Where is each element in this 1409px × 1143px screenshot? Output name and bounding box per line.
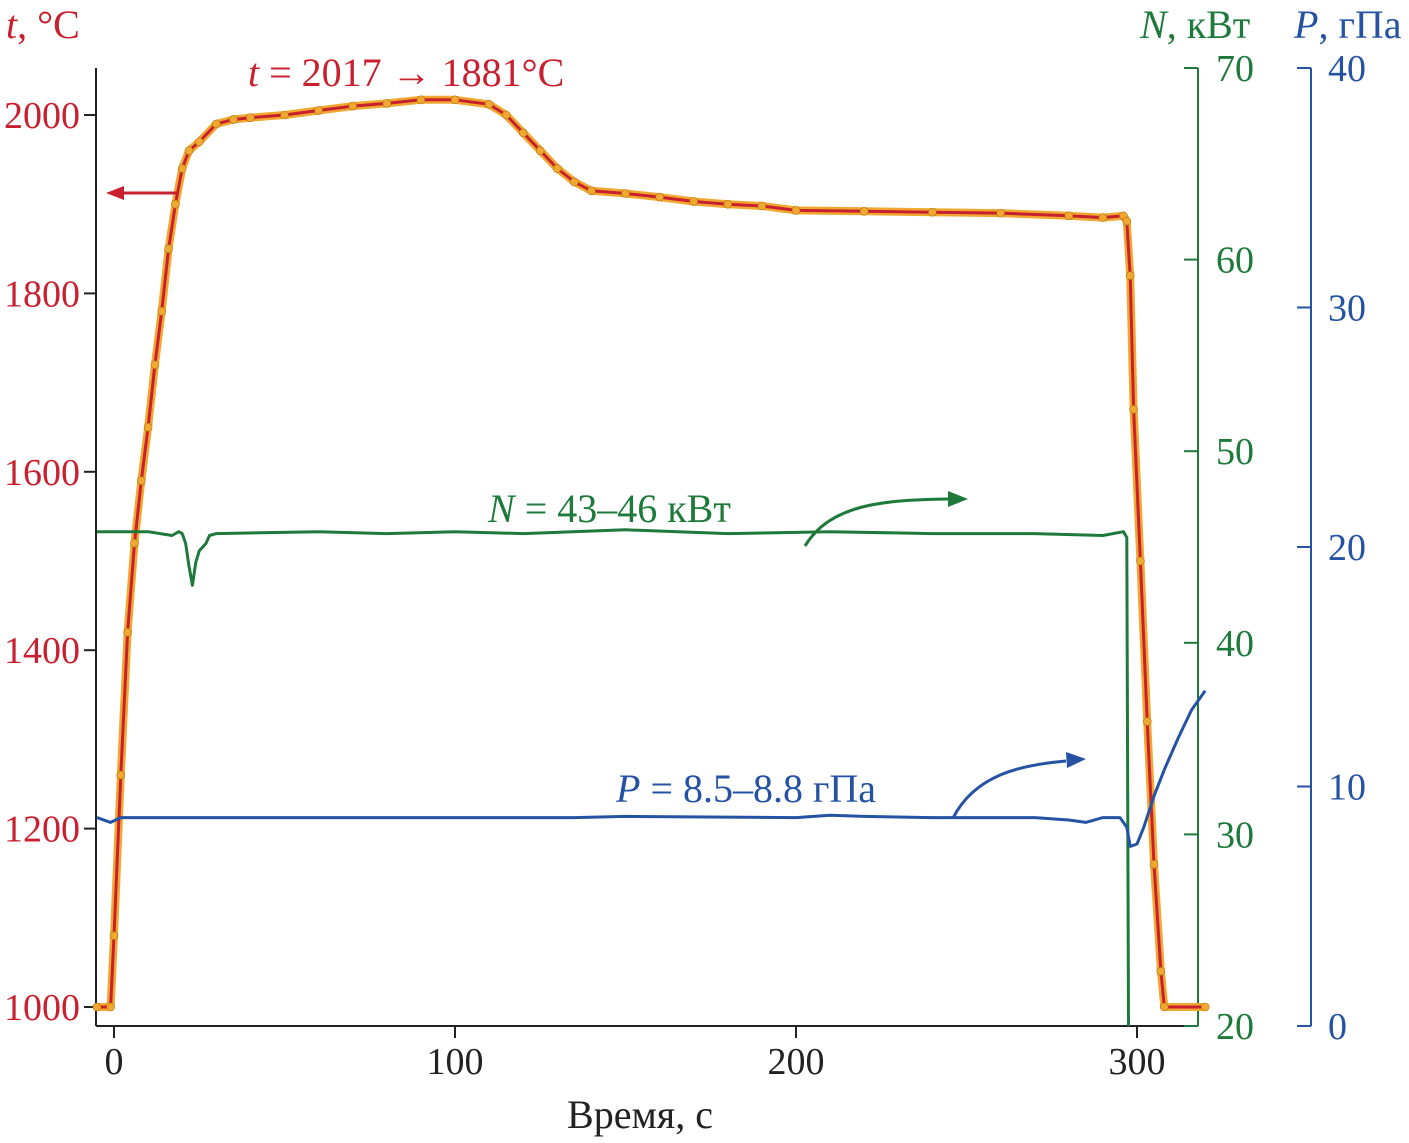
temperature-tick-label: 1200	[4, 809, 80, 851]
temperature-tick-label: 2000	[4, 95, 80, 137]
temperature-point	[382, 99, 392, 108]
temperature-point	[791, 206, 801, 215]
power-arrow	[803, 491, 968, 547]
N-series-line	[97, 528, 1130, 1027]
pressure-axis: P, гПа	[1293, 2, 1402, 1026]
power-axis: N, кВт	[1139, 2, 1250, 1026]
temperature-point	[1122, 216, 1132, 226]
temperature-point	[416, 95, 426, 105]
temperature-point	[1156, 967, 1166, 976]
temperature-point	[552, 164, 562, 173]
temperature-annotation: t = 2017 → 1881°C	[248, 50, 564, 95]
temperature-point	[246, 113, 255, 122]
temperature-point	[1149, 859, 1159, 869]
pressure-arrow	[951, 752, 1086, 819]
temperature-tick-label: 1600	[4, 452, 80, 494]
time-tick-label: 200	[768, 1041, 825, 1083]
temperature-point	[130, 538, 139, 548]
temperature-point	[164, 244, 173, 254]
temperature-point	[123, 628, 132, 637]
annotations: t = 2017 → 1881°C N = 43–46 кВт P = 8.5–…	[106, 50, 1086, 819]
temperature-point	[518, 128, 528, 138]
t-series-line	[97, 98, 1206, 1009]
temperature-point	[194, 137, 204, 147]
temperature-point	[535, 146, 545, 155]
temperature-point	[177, 164, 187, 173]
temperature-tick-label: 1400	[4, 630, 80, 672]
temperature-point	[689, 197, 699, 206]
temperature-point	[212, 119, 221, 129]
temperature-point	[184, 146, 194, 155]
temperature-arrow	[106, 186, 178, 200]
temperature-point	[157, 306, 167, 316]
temperature-point	[501, 110, 511, 120]
temperature-point	[143, 422, 153, 432]
power-axis-title: N, кВт	[1139, 2, 1250, 47]
pressure-annotation: P = 8.5–8.8 гПа	[615, 766, 876, 811]
temperature-point	[859, 207, 869, 216]
temperature-point	[757, 201, 767, 211]
pressure-tick-label: 40	[1328, 48, 1366, 90]
power-tick-label: 30	[1216, 814, 1254, 856]
temperature-point	[1200, 1002, 1210, 1012]
pressure-axis-title: P, гПа	[1293, 2, 1402, 47]
temperature-point	[484, 99, 494, 109]
temperature-point	[348, 101, 358, 111]
time-tick-label: 100	[427, 1041, 484, 1083]
temperature-point	[229, 115, 238, 124]
power-tick-label: 60	[1216, 240, 1254, 282]
time-axis-title: Время, с	[567, 1092, 713, 1137]
temperature-point	[1142, 717, 1152, 726]
temperature-band	[97, 95, 1206, 1011]
temperature-axis-title: t, °C	[6, 2, 80, 47]
temperature-point	[136, 476, 146, 486]
temperature-tick-label: 1000	[4, 987, 80, 1029]
temperature-point	[280, 110, 289, 120]
P-series-line	[96, 689, 1207, 848]
temperature-axis: t, °C	[6, 2, 97, 1026]
temperature-point	[723, 199, 733, 209]
pressure-tick-label: 30	[1328, 288, 1366, 330]
temperature-point	[1125, 271, 1135, 280]
temperature-point	[109, 931, 119, 940]
time-tick-label: 0	[105, 1041, 124, 1083]
temperature-point	[570, 177, 579, 187]
power-tick-label: 20	[1216, 1006, 1254, 1048]
temperature-point	[92, 1002, 102, 1012]
power-tick-label: 40	[1216, 623, 1254, 665]
series-lines	[96, 95, 1207, 1027]
temperature-point	[1064, 211, 1074, 221]
pressure-tick-label: 10	[1328, 767, 1366, 809]
temperature-point	[450, 95, 460, 105]
time-tick-label: 300	[1109, 1041, 1166, 1083]
temperature-point	[116, 770, 126, 780]
power-tick-label: 70	[1216, 48, 1254, 90]
temperature-point	[106, 1002, 115, 1012]
temperature-point	[171, 199, 180, 209]
temperature-point	[928, 207, 937, 217]
temperature-point	[1136, 556, 1145, 566]
temperature-tick-label: 1800	[4, 273, 80, 315]
temperature-point	[1098, 213, 1108, 222]
pressure-tick-label: 20	[1328, 527, 1366, 569]
pressure-tick-label: 0	[1328, 1006, 1347, 1048]
temperature-point	[996, 208, 1005, 218]
temperature-markers	[92, 95, 1210, 1012]
temperature-point	[621, 189, 630, 198]
temperature-point	[314, 106, 323, 115]
temperature-point	[587, 186, 596, 196]
temperature-point	[655, 192, 664, 202]
power-annotation: N = 43–46 кВт	[487, 486, 731, 531]
temperature-point	[150, 360, 160, 370]
power-tick-label: 50	[1216, 431, 1254, 473]
time-axis: Время, с	[96, 1025, 1198, 1137]
temperature-point	[1129, 405, 1138, 414]
temperature-point	[1159, 1002, 1169, 1012]
